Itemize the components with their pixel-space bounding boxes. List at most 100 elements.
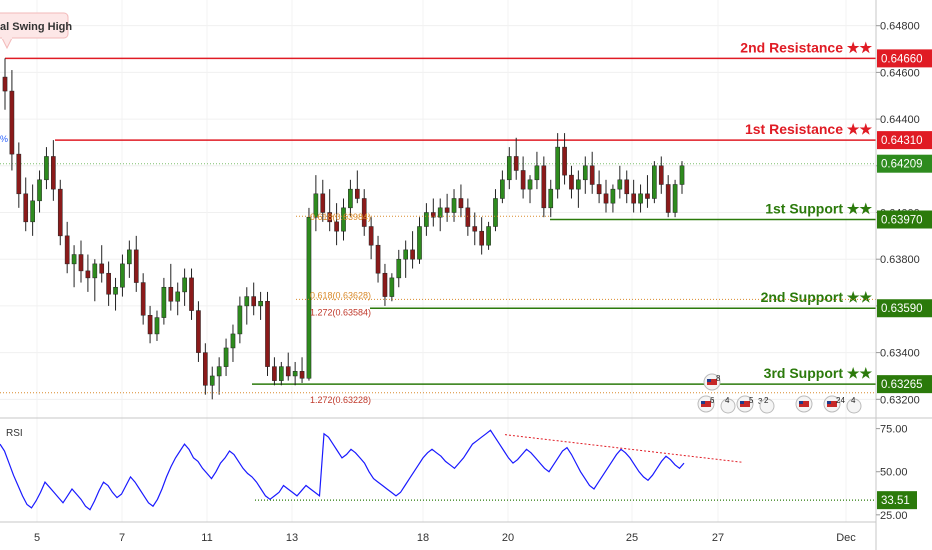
event-badge-count: 5: [749, 396, 754, 405]
candle: [168, 263, 174, 311]
price-tag-label: 0.64660: [881, 53, 923, 65]
price-tick-label: 0.63200: [880, 394, 920, 406]
candle: [57, 179, 63, 246]
candle: [258, 291, 263, 320]
candle-body: [2, 76, 8, 92]
candle-body: [334, 221, 339, 232]
candle-body: [348, 188, 353, 209]
candle-body: [120, 263, 125, 288]
candle: [348, 179, 353, 218]
candle-body: [617, 179, 623, 190]
candle-body: [99, 263, 105, 274]
flag-icon-stripe: [740, 401, 750, 407]
level-label-resistance: 2nd Resistance ★★: [740, 39, 872, 55]
price-tick-label: 0.63800: [880, 254, 920, 266]
candle: [631, 179, 636, 213]
candle: [603, 179, 609, 213]
flag-icon-canton: [707, 379, 711, 382]
level-label-support: 1st Support ★★: [765, 201, 872, 217]
time-tick-label: 27: [712, 532, 724, 544]
candle: [451, 189, 457, 222]
candle: [120, 254, 125, 297]
flag-icon-canton: [701, 401, 705, 404]
candle: [272, 357, 277, 386]
time-axis[interactable]: 5 7 11 13 18 20 25 27 Dec: [34, 532, 856, 544]
candle-body: [313, 193, 319, 218]
price-tag-label: 0.63265: [881, 379, 923, 391]
candle: [389, 273, 395, 302]
candle: [209, 366, 215, 400]
candle: [361, 189, 367, 236]
candle: [486, 221, 491, 250]
candle: [182, 268, 187, 306]
rsi-support-label: 33.51: [881, 495, 910, 507]
event-badge-count: 6: [710, 396, 715, 405]
price-tag: [877, 49, 932, 68]
fib-label: 0.618(0.63984): [310, 212, 371, 222]
candle-body: [230, 333, 236, 349]
candle-body: [665, 184, 671, 213]
time-tick-label: Dec: [836, 532, 856, 544]
candle: [382, 263, 388, 306]
candle: [410, 231, 415, 269]
candle-body: [589, 165, 595, 185]
event-badges[interactable]: 8 6 4 5 3 2 24 4: [697, 373, 862, 414]
candle-body: [638, 193, 643, 204]
candle-body: [610, 188, 616, 204]
candle-body: [71, 254, 77, 265]
candle-body: [92, 263, 98, 279]
rsi-line: [0, 429, 685, 511]
candle-body: [382, 272, 388, 297]
candle-body: [209, 375, 215, 386]
fib-labels: 0.618(0.63984) 0.618(0.63628) 1.272(0.6358…: [0, 212, 876, 405]
candle: [493, 189, 498, 232]
swing-high-callout: al Swing High: [0, 12, 72, 50]
candle: [133, 235, 139, 292]
candle: [424, 203, 429, 236]
flag-icon-stripe: [799, 401, 809, 407]
candle-body: [417, 226, 422, 260]
candle-body: [341, 207, 346, 232]
candle: [292, 361, 298, 386]
candle-body: [37, 179, 42, 202]
candle-body: [631, 193, 636, 204]
candle: [582, 156, 588, 194]
rsi-tick-label: 25.00: [880, 510, 908, 522]
time-tick-label: 25: [626, 532, 638, 544]
candle: [520, 156, 526, 199]
candle: [2, 58, 8, 110]
candle: [506, 147, 512, 190]
candle: [479, 217, 484, 255]
candle: [161, 277, 167, 325]
flag-icon-stripe: [701, 401, 711, 407]
event-badge[interactable]: 8: [703, 373, 721, 391]
candle: [237, 296, 243, 344]
candle-body: [410, 249, 415, 260]
candle: [223, 338, 229, 376]
event-badge[interactable]: [795, 395, 813, 413]
candle-body: [223, 347, 229, 367]
left-edge-marker: %: [0, 134, 8, 144]
candle-body: [548, 188, 554, 209]
candle: [127, 240, 132, 278]
candle: [645, 175, 650, 208]
rsi-support-tag: [877, 491, 917, 510]
candle: [189, 268, 194, 320]
candle: [51, 140, 56, 201]
candle-body: [175, 291, 181, 302]
candle-body: [189, 277, 194, 311]
flag-icon-stripe: [827, 401, 837, 407]
candle-body: [154, 317, 160, 335]
fib-label: 0.618(0.63628): [310, 290, 371, 300]
candle-body: [534, 165, 540, 181]
event-badge[interactable]: 24 4: [823, 395, 862, 414]
candle: [64, 221, 70, 274]
candle: [85, 254, 91, 292]
candle-body: [527, 179, 533, 190]
event-badge-count: 24: [836, 396, 845, 405]
flag-icon-canton: [827, 401, 831, 404]
candle: [444, 193, 450, 222]
